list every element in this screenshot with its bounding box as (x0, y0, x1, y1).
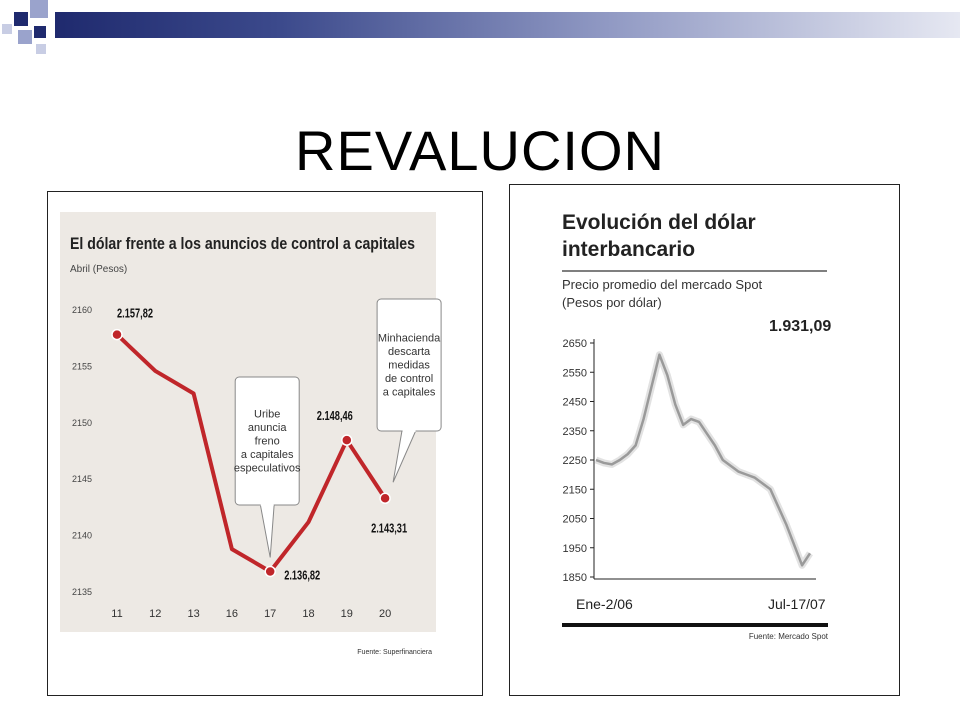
x-tick-label: 20 (379, 608, 391, 620)
chart-frame-right: Evolución del dólar interbancario Precio… (509, 184, 900, 696)
callout-text: anuncia (248, 422, 287, 434)
y-tick-label: 2155 (72, 361, 92, 371)
y-tick-label: 2150 (563, 484, 587, 496)
footer-rule (562, 623, 828, 627)
series-line (594, 351, 813, 569)
chart-subtitle-line-2: (Pesos por dólar) (562, 295, 662, 310)
chart-evolucion-dolar: Evolución del dólar interbancario Precio… (562, 211, 831, 641)
slide-header-decoration (0, 0, 960, 60)
data-label: 2.148,46 (317, 408, 353, 423)
deco-square (2, 24, 12, 34)
data-label: 2.136,82 (284, 567, 320, 582)
x-tick-label: 16 (226, 608, 238, 620)
x-tick-label: 19 (341, 608, 353, 620)
callout-text: a capitales (241, 449, 294, 461)
series-line-path (595, 353, 812, 567)
data-point (341, 434, 353, 446)
y-tick-label: 2450 (563, 397, 587, 409)
y-tick-label: 2350 (563, 426, 587, 438)
x-tick-label: 12 (149, 608, 161, 620)
data-label: 2.157,82 (117, 306, 153, 321)
y-tick-label: 2135 (72, 587, 92, 597)
x-end-label: Jul-17/07 (768, 596, 826, 612)
x-tick-label: 18 (302, 608, 314, 620)
y-tick-label: 2250 (563, 455, 587, 467)
y-tick-label: 1850 (563, 572, 587, 584)
x-axis-ticks: 11 12 13 16 17 18 19 20 (111, 608, 391, 620)
chart-subtitle-line-1: Precio promedio del mercado Spot (562, 277, 763, 292)
y-tick-label: 2145 (72, 474, 92, 484)
y-axis-label: Abril (Pesos) (70, 264, 127, 275)
data-point (264, 565, 276, 578)
deco-square (36, 44, 46, 54)
callout-text: de control (385, 373, 433, 385)
y-tick-label: 2150 (72, 418, 92, 428)
x-tick-label: 13 (187, 608, 199, 620)
y-tick-label: 2160 (72, 305, 92, 315)
data-point (111, 328, 123, 341)
chart-frame-left: El dólar frente a los anuncios de contro… (47, 191, 483, 696)
y-axis-ticks: 2160 2155 2150 2145 2140 2135 (72, 305, 92, 597)
chart-source: Fuente: Superfinanciera (357, 649, 432, 656)
y-tick-label: 1950 (563, 543, 587, 555)
deco-square (14, 12, 28, 26)
callout-text: a capitales (383, 386, 436, 398)
slide-title: REVALUCION (295, 119, 665, 182)
chart-dolar-control-capitales: El dólar frente a los anuncios de contro… (60, 212, 442, 656)
callout-text: medidas (388, 359, 430, 371)
callout-text: freno (255, 435, 280, 447)
data-point (379, 492, 391, 505)
chart-source: Fuente: Mercado Spot (749, 632, 829, 641)
header-band (55, 12, 960, 38)
y-tick-label: 2050 (563, 514, 587, 526)
data-labels: 2.157,82 2.136,82 2.148,46 2.143,31 (117, 306, 407, 583)
callout-joint (260, 503, 274, 506)
deco-square (30, 0, 48, 18)
deco-square (34, 26, 46, 38)
callout-joint (402, 429, 416, 432)
y-tick-label: 2140 (72, 531, 92, 541)
deco-square (18, 30, 32, 44)
data-label: 2.143,31 (371, 520, 407, 535)
callout-text: Minhacienda (378, 332, 441, 344)
series-line (111, 328, 391, 578)
y-tick-label: 2650 (563, 338, 587, 350)
y-axis-ticks: 2650 2550 2450 2350 2250 2150 2050 1950 1850 (563, 338, 594, 584)
y-tick-label: 2550 (563, 367, 587, 379)
x-start-label: Ene-2/06 (576, 596, 633, 612)
chart-title-line-2: interbancario (562, 238, 695, 261)
last-value-label: 1.931,09 (769, 318, 831, 335)
x-tick-label: 11 (111, 608, 122, 620)
x-tick-label: 17 (264, 608, 276, 620)
chart-title: El dólar frente a los anuncios de contro… (70, 234, 415, 253)
series-line-path (115, 333, 387, 574)
chart-footer-bar (60, 632, 436, 645)
series-line-shadow (594, 351, 813, 569)
chart-title-line-1: Evolución del dólar (562, 211, 756, 234)
callout-text: descarta (388, 346, 431, 358)
callout-text: especulativos (234, 462, 301, 474)
callout-text: Uribe (254, 408, 280, 420)
